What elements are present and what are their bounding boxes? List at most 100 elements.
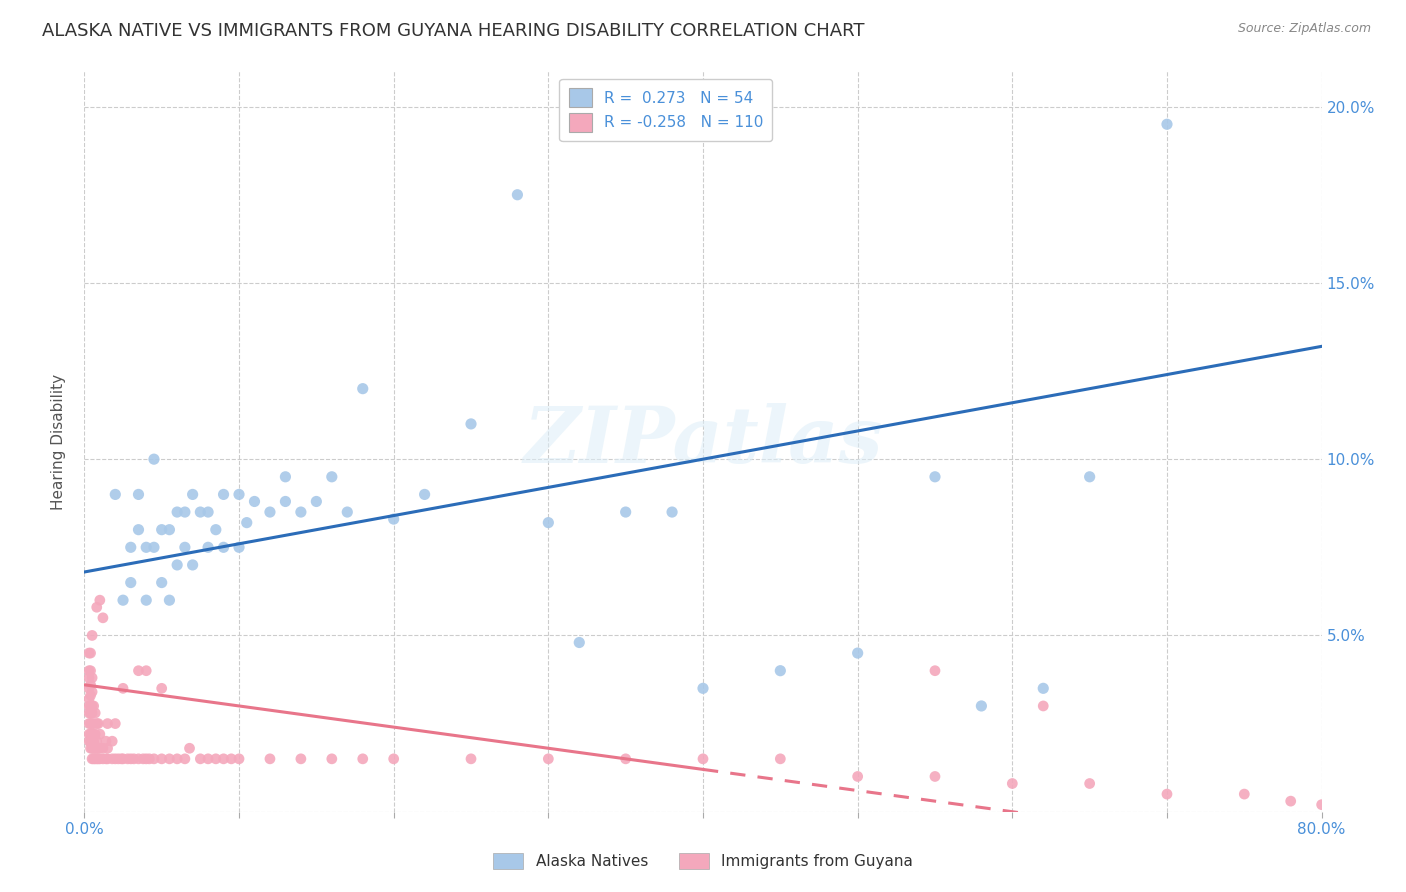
Point	[86, 716, 108, 731]
Point	[83, 741, 105, 756]
Point	[91, 752, 114, 766]
Point	[1032, 681, 1054, 696]
Point	[243, 494, 266, 508]
Point	[87, 716, 110, 731]
Point	[127, 487, 149, 501]
Point	[846, 646, 869, 660]
Point	[77, 646, 100, 660]
Point	[94, 752, 117, 766]
Point	[321, 752, 343, 766]
Point	[104, 752, 127, 766]
Point	[132, 752, 155, 766]
Point	[84, 706, 107, 720]
Point	[1078, 776, 1101, 790]
Point	[79, 698, 101, 713]
Point	[86, 734, 108, 748]
Point	[77, 692, 100, 706]
Point	[661, 505, 683, 519]
Point	[1156, 117, 1178, 131]
Point	[1233, 787, 1256, 801]
Point	[120, 575, 142, 590]
Point	[1310, 797, 1333, 812]
Point	[174, 505, 197, 519]
Point	[568, 635, 591, 649]
Point	[305, 494, 328, 508]
Point	[79, 646, 101, 660]
Text: ALASKA NATIVE VS IMMIGRANTS FROM GUYANA HEARING DISABILITY CORRELATION CHART: ALASKA NATIVE VS IMMIGRANTS FROM GUYANA …	[42, 22, 865, 40]
Point	[82, 685, 104, 699]
Point	[96, 752, 118, 766]
Point	[86, 600, 108, 615]
Point	[352, 382, 374, 396]
Point	[79, 689, 101, 703]
Point	[89, 752, 111, 766]
Point	[89, 727, 111, 741]
Point	[159, 593, 180, 607]
Point	[188, 752, 211, 766]
Point	[174, 541, 197, 555]
Point	[846, 769, 869, 783]
Point	[188, 505, 211, 519]
Point	[89, 741, 111, 756]
Point	[382, 752, 405, 766]
Point	[143, 452, 166, 467]
Point	[135, 541, 157, 555]
Point	[83, 698, 105, 713]
Point	[460, 417, 482, 431]
Legend: Alaska Natives, Immigrants from Guyana: Alaska Natives, Immigrants from Guyana	[486, 847, 920, 875]
Point	[692, 681, 714, 696]
Point	[82, 628, 104, 642]
Point	[259, 752, 281, 766]
Point	[212, 541, 235, 555]
Y-axis label: Hearing Disability: Hearing Disability	[51, 374, 66, 509]
Point	[769, 664, 792, 678]
Point	[1156, 787, 1178, 801]
Point	[82, 727, 104, 741]
Point	[290, 505, 312, 519]
Text: Source: ZipAtlas.com: Source: ZipAtlas.com	[1237, 22, 1371, 36]
Point	[413, 487, 436, 501]
Point	[181, 558, 204, 572]
Point	[228, 752, 250, 766]
Point	[970, 698, 993, 713]
Point	[135, 752, 157, 766]
Point	[107, 752, 129, 766]
Point	[112, 681, 135, 696]
Point	[228, 541, 250, 555]
Point	[166, 752, 188, 766]
Point	[77, 664, 100, 678]
Point	[135, 664, 157, 678]
Point	[352, 752, 374, 766]
Point	[77, 734, 100, 748]
Point	[83, 716, 105, 731]
Point	[77, 671, 100, 685]
Point	[924, 769, 946, 783]
Point	[82, 734, 104, 748]
Point	[127, 523, 149, 537]
Point	[96, 741, 118, 756]
Point	[84, 727, 107, 741]
Legend: R =  0.273   N = 54, R = -0.258   N = 110: R = 0.273 N = 54, R = -0.258 N = 110	[560, 79, 772, 141]
Point	[94, 734, 117, 748]
Point	[112, 752, 135, 766]
Point	[79, 664, 101, 678]
Point	[117, 752, 139, 766]
Point	[77, 698, 100, 713]
Point	[197, 752, 219, 766]
Point	[110, 752, 132, 766]
Point	[150, 575, 173, 590]
Point	[460, 752, 482, 766]
Point	[219, 752, 242, 766]
Point	[120, 752, 142, 766]
Point	[143, 541, 166, 555]
Point	[77, 727, 100, 741]
Text: ZIPatlas: ZIPatlas	[523, 403, 883, 480]
Point	[83, 727, 105, 741]
Point	[122, 752, 145, 766]
Point	[197, 541, 219, 555]
Point	[96, 716, 118, 731]
Point	[228, 487, 250, 501]
Point	[212, 487, 235, 501]
Point	[86, 752, 108, 766]
Point	[77, 681, 100, 696]
